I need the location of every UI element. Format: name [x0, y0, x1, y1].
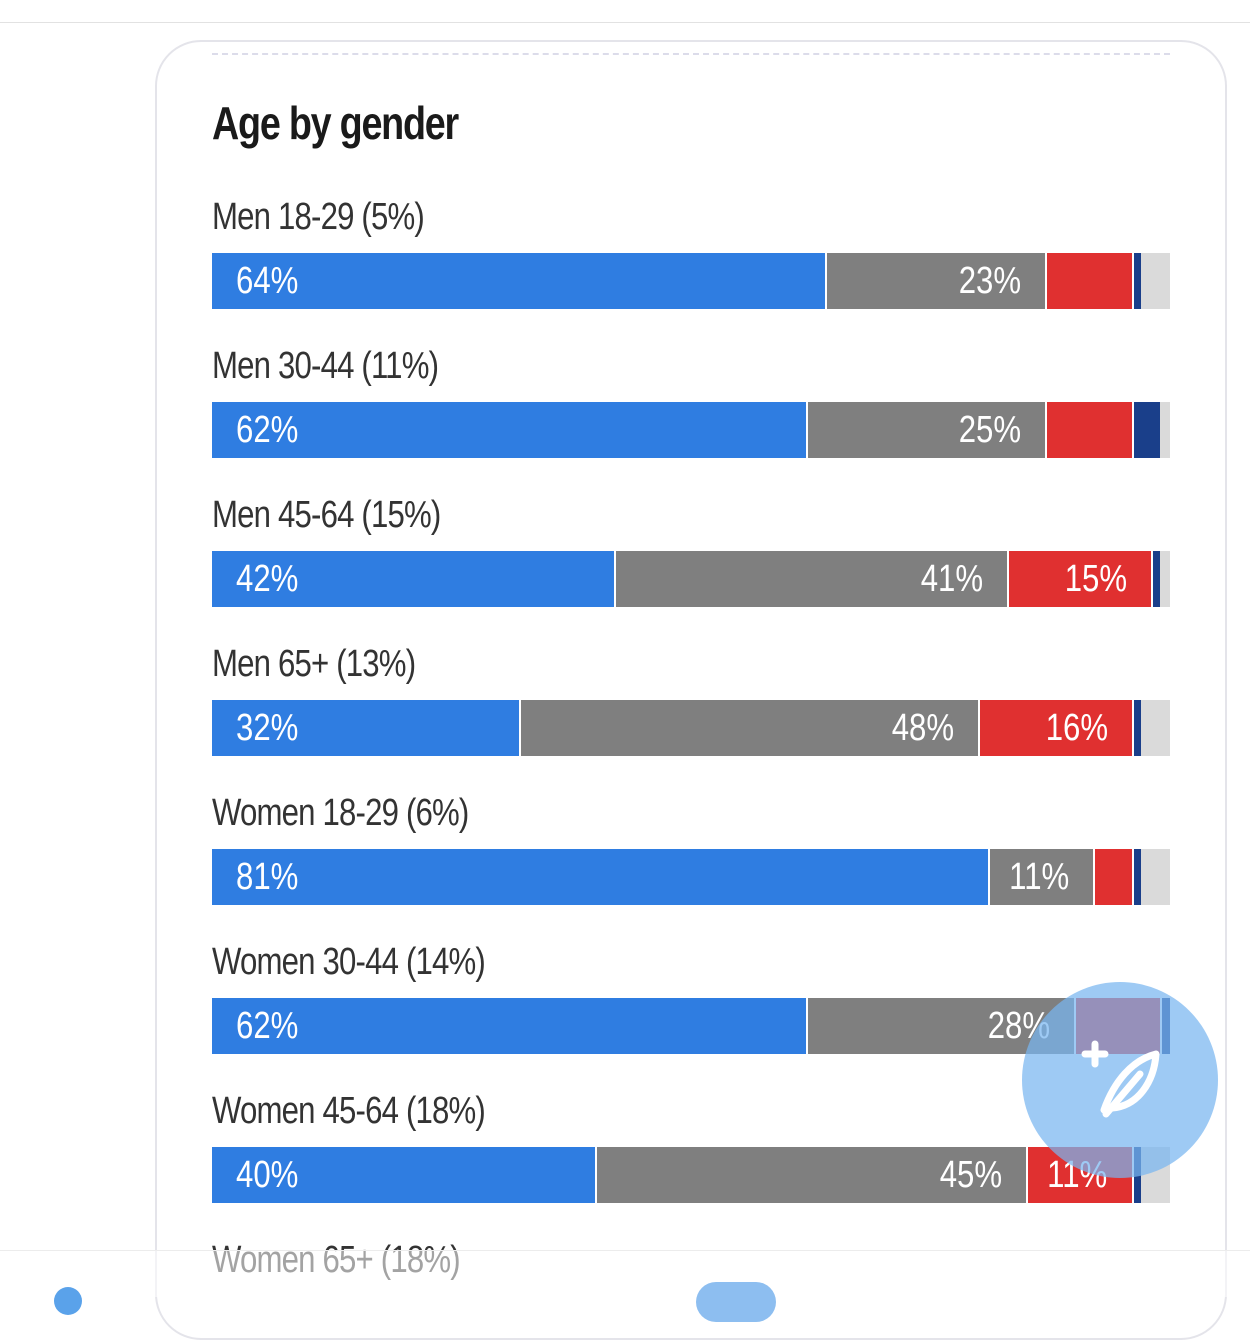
stacked-bar: 64% 23% [212, 253, 1170, 309]
bottom-nav-icon[interactable] [54, 1287, 82, 1315]
bar-value-label: 81% [236, 856, 299, 898]
bar-segment-blue [212, 551, 615, 607]
new-post-button[interactable] [1022, 982, 1218, 1178]
bar-value-label: 40% [236, 1154, 299, 1196]
bar-value-label: 41% [920, 558, 984, 600]
bar-value-label: 25% [959, 409, 1022, 451]
bar-value-label: 62% [236, 409, 299, 451]
row-label: Women 45-64 (18%) [212, 1090, 486, 1132]
bar-segment-blue [212, 700, 519, 756]
bar-value-label: 45% [939, 1154, 1003, 1196]
bar-segment-navy [1131, 700, 1142, 756]
bar-segment-red [1007, 551, 1151, 607]
row-label: Men 45-64 (15%) [212, 494, 441, 536]
bar-segment-gray [825, 253, 1046, 309]
bar-segment-blue [212, 253, 826, 309]
row-label: Men 30-44 (11%) [212, 345, 439, 387]
bar-value-label: 48% [892, 707, 955, 749]
bar-value-label: 11% [1009, 856, 1070, 898]
bar-value-label: 15% [1064, 558, 1127, 600]
row-label: Women 30-44 (14%) [212, 941, 486, 983]
bar-value-label: 42% [236, 558, 299, 600]
bar-segment-navy [1150, 551, 1161, 607]
row-label: Men 65+ (13%) [212, 643, 416, 685]
bar-segment-red [1093, 849, 1132, 905]
bar-value-label: 23% [959, 260, 1022, 302]
bar-segment-navy [1131, 253, 1142, 309]
bar-segment-navy [1131, 849, 1142, 905]
bar-segment-blue [212, 402, 806, 458]
row-label: Men 18-29 (5%) [212, 196, 425, 238]
bar-value-label: 64% [236, 260, 299, 302]
chart-title: Age by gender [212, 97, 459, 149]
bar-segment-gray [518, 700, 979, 756]
bottom-nav-pill[interactable] [696, 1282, 776, 1322]
stacked-bar: 62% 25% [212, 402, 1170, 458]
bar-segment-gray [595, 1147, 1027, 1203]
stacked-bar: 32% 48% 16% [212, 700, 1170, 756]
stacked-bar: 81% 11% [212, 849, 1170, 905]
bar-segment-blue [212, 998, 806, 1054]
stacked-bar: 40% 45% 11% [212, 1147, 1170, 1203]
bottom-toolbar [0, 1250, 1250, 1297]
bar-segment-navy [1131, 402, 1161, 458]
bar-value-label: 16% [1045, 707, 1108, 749]
bar-value-label: 32% [236, 707, 299, 749]
leaf-plus-icon [1081, 1040, 1160, 1118]
bar-segment-gray [805, 402, 1046, 458]
row-label: Women 18-29 (6%) [212, 792, 469, 834]
bar-segment-red [1045, 402, 1132, 458]
card-dashed-divider [212, 53, 1170, 55]
bar-segment-red [1045, 253, 1132, 309]
stacked-bar: 42% 41% 15% [212, 551, 1170, 607]
bar-segment-blue [212, 849, 988, 905]
top-divider [0, 22, 1250, 23]
bar-segment-blue [212, 1147, 596, 1203]
bar-segment-gray [987, 849, 1094, 905]
bar-segment-red [978, 700, 1132, 756]
bar-segment-gray [614, 551, 1008, 607]
bar-value-label: 62% [236, 1005, 299, 1047]
